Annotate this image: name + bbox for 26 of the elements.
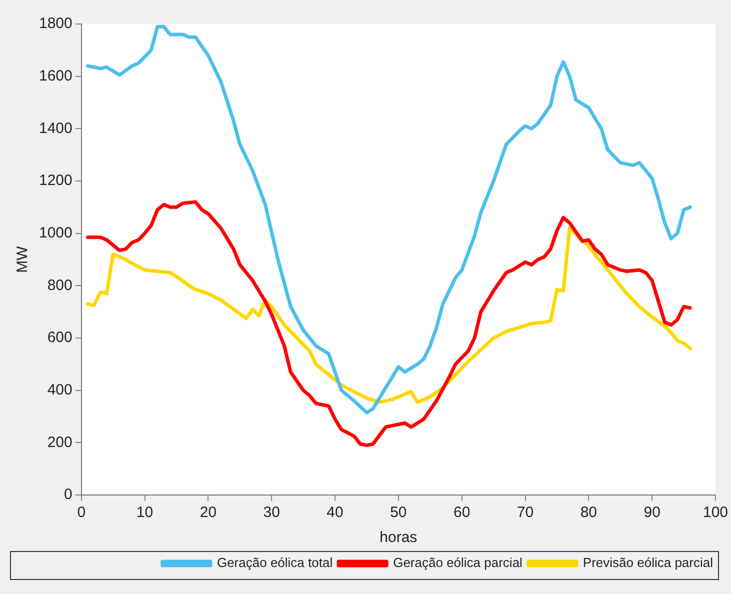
x-tick-label: 40 <box>326 504 344 522</box>
x-tick-label: 50 <box>390 504 407 522</box>
y-tick-label: 1200 <box>38 172 72 190</box>
x-tick-label: 70 <box>516 504 534 522</box>
legend-label: Previsão eólica parcial <box>582 555 714 570</box>
x-tick-label: 0 <box>77 504 86 522</box>
y-tick-label: 1800 <box>38 15 72 32</box>
x-tick-label: 30 <box>263 504 280 522</box>
y-tick-label: 400 <box>47 381 72 398</box>
x-tick-label: 20 <box>200 504 217 522</box>
y-axis-title: MW <box>14 245 32 273</box>
x-axis-title: horas <box>380 529 418 546</box>
y-tick-label: 800 <box>47 276 72 294</box>
y-tick-label: 1400 <box>38 120 72 137</box>
y-tick-label: 1000 <box>38 224 72 242</box>
legend-label: Geração eólica total <box>216 555 333 570</box>
x-tick-label: 60 <box>453 504 470 522</box>
x-tick-label: 90 <box>644 504 660 522</box>
x-tick-label: 10 <box>136 504 154 522</box>
y-tick-label: 0 <box>64 486 72 504</box>
y-tick-label: 200 <box>47 434 72 451</box>
y-tick-label: 600 <box>47 329 72 346</box>
x-tick-label: 80 <box>580 504 598 522</box>
y-tick-label: 1600 <box>38 67 72 84</box>
x-tick-label: 100 <box>702 504 728 522</box>
legend-label: Geração eólica parcial <box>393 555 523 570</box>
